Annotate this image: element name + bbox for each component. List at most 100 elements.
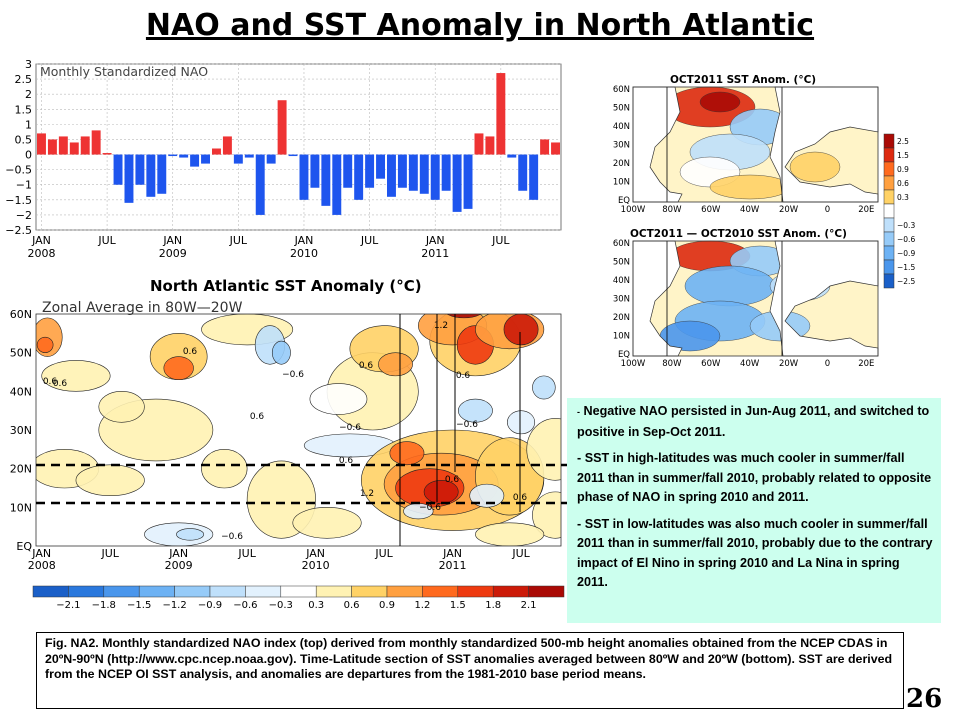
map-lat-tick: 50N: [613, 104, 630, 114]
nao-bar: [463, 154, 473, 209]
nao-bar: [529, 154, 539, 200]
nao-bar: [157, 154, 167, 194]
sst-x-tick-month: JUL: [100, 547, 119, 560]
sst-y-tick: 60N: [10, 308, 32, 321]
sst-x-tick-year: 2011: [439, 559, 467, 572]
sst-contour-label: 0.6: [53, 379, 68, 389]
nao-bar: [80, 136, 90, 155]
map-lon-tick: 40W: [740, 205, 760, 215]
nao-y-ticks: 3 2.5 2 1.5 1 0.5 0 −0.5 −1 −1.5 −2 −2.5: [5, 58, 32, 237]
map-colorbar-swatch: [883, 203, 895, 219]
map-lat-tick: 10N: [613, 332, 630, 342]
nao-bar: [419, 154, 429, 194]
nao-x-tick-year: 2010: [290, 247, 318, 260]
sst-chart-title: North Atlantic SST Anomaly (°C): [150, 277, 422, 295]
sst-y-tick: 10N: [10, 501, 32, 514]
colorbar-label: −0.3: [269, 600, 293, 611]
nao-plot-frame: [35, 63, 562, 231]
map-colorbar: 2.5 1.5 0.9 0.6 0.3 −0.3 −0.6 −0.9 −1.5 −2.5: [883, 133, 915, 289]
colorbar-label: 0.9: [379, 600, 395, 611]
map-colorbar-swatch: [883, 133, 895, 149]
nao-bar: [485, 136, 495, 155]
nao-bar: [58, 136, 68, 155]
colorbar-swatch: [422, 585, 459, 598]
nao-bar: [113, 154, 123, 185]
sst-contour-label: 0.6: [250, 412, 265, 422]
nao-x-tick-month: JUL: [360, 234, 379, 247]
sst-heatmap-field: [36, 314, 561, 546]
sst-x-tick-month: JUL: [374, 547, 393, 560]
colorbar-swatch: [209, 585, 246, 598]
nao-bar: [124, 154, 134, 203]
nao-bar: [321, 154, 331, 206]
map-oct2011-minus-oct2010: OCT2011 — OCT2010 SST Anom. (°C) 60N 50N 4…: [613, 228, 879, 369]
map-lon-tick: 100W: [621, 205, 646, 215]
sst-x-tick-month: JAN: [305, 547, 325, 560]
sst-x-tick-month: JAN: [168, 547, 188, 560]
nao-x-tick-month: JUL: [97, 234, 116, 247]
nao-bar: [397, 154, 407, 188]
map-anomaly-patch: [699, 91, 741, 113]
nao-y-tick: 0: [25, 149, 32, 162]
nao-x-tick-month: JUL: [491, 234, 510, 247]
sst-patch: [98, 391, 145, 423]
nao-bar: [387, 154, 396, 197]
map-lat-tick: 30N: [613, 141, 630, 151]
nao-bar: [277, 100, 287, 155]
sst-contour-label: 0.6: [183, 347, 198, 357]
colorbar-label: −1.8: [92, 600, 116, 611]
nao-bar: [430, 154, 440, 200]
nao-bar: [37, 133, 46, 155]
figure-caption: Fig. NA2. Monthly standardized NAO index…: [36, 632, 904, 709]
notes-box: - Negative NAO persisted in Jun-Aug 2011…: [567, 398, 941, 623]
nao-bar: [201, 154, 210, 164]
map-colorbar-label: 0.6: [897, 179, 909, 188]
nao-x-tick-month: JAN: [425, 234, 445, 247]
nao-chart-label: Monthly Standardized NAO: [40, 64, 208, 79]
sst-colorbar: −2.1 −1.8 −1.5 −1.2 −0.9 −0.6 −0.3 0.3 0.6 0.9 1.2…: [32, 585, 565, 611]
sst-patch: [75, 464, 145, 497]
colorbar-label: −0.9: [198, 600, 222, 611]
nao-bar: [365, 154, 375, 188]
map-colorbar-swatch: [883, 217, 895, 233]
colorbar-label: −1.2: [162, 600, 186, 611]
nao-bar: [310, 154, 320, 188]
map-lon-tick: 80W: [662, 205, 682, 215]
sst-patch: [475, 522, 545, 546]
sst-contour-label: 1.2: [434, 321, 448, 331]
sst-vertical-markers: [399, 314, 521, 546]
nao-bar: [452, 154, 462, 212]
nao-bar: [441, 154, 451, 191]
colorbar-label: −2.1: [56, 600, 80, 611]
sst-plot-frame: [35, 313, 562, 547]
map-colorbar-label: 0.3: [897, 193, 909, 202]
nao-bar: [168, 154, 178, 157]
nao-gridlines: [36, 63, 561, 231]
colorbar-swatch: [68, 585, 105, 598]
map-colorbar-swatch: [883, 273, 895, 289]
colorbar-swatch: [174, 585, 211, 598]
sst-patch: [36, 336, 54, 353]
sst-contour-label: −0.6: [419, 503, 441, 513]
sst-chart-subtitle: Zonal Average in 80W—20W: [42, 300, 243, 316]
sst-x-tick-month: JAN: [31, 547, 51, 560]
sst-x-tick-year: 2008: [28, 559, 56, 572]
map-anomaly-patch: [709, 174, 791, 200]
map-lat-tick: EQ: [618, 350, 630, 360]
colorbar-swatch: [351, 585, 388, 598]
nao-x-tick-year: 2008: [27, 247, 55, 260]
colorbar-label: −1.5: [127, 600, 151, 611]
map1-title: OCT2011 SST Anom. (°C): [670, 74, 816, 86]
nao-bar: [255, 154, 265, 215]
nao-bar-chart: 32.521.510.50−0.5−1−1.5−2−2.5 JAN 2008 JUL…: [5, 58, 562, 260]
map-anomaly-patch: [684, 265, 776, 307]
map-colorbar-swatch: [883, 147, 895, 163]
nao-bar: [91, 130, 101, 155]
map-lon-tick: 0: [825, 359, 830, 369]
sst-x-tick-year: 2009: [165, 559, 193, 572]
map-lat-tick: 20N: [613, 159, 630, 169]
nao-bar: [266, 154, 276, 164]
map-colorbar-label: 1.5: [897, 151, 909, 160]
map-colorbar-swatch: [883, 259, 895, 275]
